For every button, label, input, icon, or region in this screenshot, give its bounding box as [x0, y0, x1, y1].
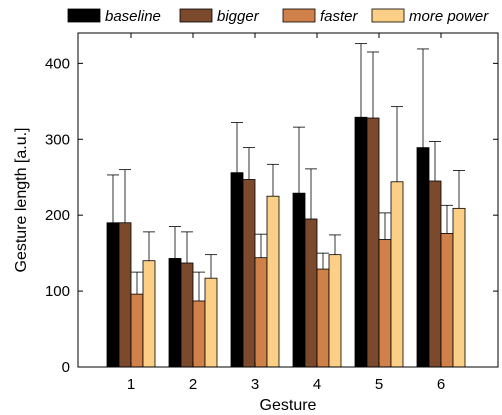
bar-faster-gesture-1 — [130, 293, 144, 368]
error-bar-more-power-gesture-6 — [453, 169, 465, 209]
plot-frame — [77, 32, 499, 368]
legend-item-baseline: baseline — [67, 8, 161, 25]
legend-label-faster: faster — [320, 8, 359, 25]
legend-label-more-power: more power — [409, 8, 489, 25]
bar-more-power-gesture-2 — [204, 277, 218, 368]
legend-item-faster: faster — [282, 8, 359, 25]
error-bar-more-power-gesture-5 — [391, 106, 403, 182]
bar-more-power-gesture-6 — [452, 207, 466, 368]
error-bar-faster-gesture-2 — [193, 271, 205, 301]
bar-bigger-gesture-1 — [118, 222, 132, 368]
error-bars — [107, 43, 465, 301]
legend-swatch-more-power — [371, 8, 405, 23]
y-tick-label-400: 400 — [45, 55, 70, 72]
x-tick-label-1: 1 — [127, 376, 135, 393]
x-tick-label-2: 2 — [189, 376, 197, 393]
bar-baseline-gesture-3 — [230, 172, 244, 368]
bar-baseline-gesture-6 — [416, 147, 430, 368]
y-tick-label-300: 300 — [45, 131, 70, 148]
y-axis-label: Gesture length [a.u.] — [13, 128, 30, 273]
bar-baseline-gesture-5 — [354, 116, 368, 368]
legend-item-more-power: more power — [371, 8, 489, 25]
x-tick-label-6: 6 — [437, 376, 445, 393]
legend-item-bigger: bigger — [179, 8, 260, 25]
bar-more-power-gesture-1 — [142, 260, 156, 368]
error-bar-bigger-gesture-5 — [367, 51, 379, 119]
y-tick-label-100: 100 — [45, 283, 70, 300]
error-bar-faster-gesture-1 — [131, 271, 143, 295]
x-tick-label-5: 5 — [375, 376, 383, 393]
error-bar-bigger-gesture-6 — [429, 141, 441, 182]
error-bar-baseline-gesture-5 — [355, 43, 367, 118]
bar-more-power-gesture-5 — [390, 181, 404, 368]
y-tick-label-200: 200 — [45, 207, 70, 224]
error-bar-bigger-gesture-2 — [181, 231, 193, 264]
bar-bigger-gesture-2 — [180, 262, 194, 368]
bar-baseline-gesture-2 — [168, 258, 182, 368]
bars — [106, 116, 466, 368]
bar-faster-gesture-6 — [440, 232, 454, 368]
bar-bigger-gesture-5 — [366, 117, 380, 368]
x-axis-label: Gesture — [260, 397, 317, 414]
bar-faster-gesture-4 — [316, 268, 330, 368]
error-bar-faster-gesture-6 — [441, 204, 453, 234]
bar-more-power-gesture-3 — [266, 195, 280, 368]
bar-baseline-gesture-1 — [106, 222, 120, 368]
bar-bigger-gesture-3 — [242, 179, 256, 368]
error-bar-more-power-gesture-1 — [143, 231, 155, 261]
legend-swatch-baseline — [67, 8, 101, 23]
legend-swatch-faster — [282, 8, 316, 23]
error-bar-bigger-gesture-4 — [305, 168, 317, 219]
x-tick-label-4: 4 — [313, 376, 321, 393]
error-bar-more-power-gesture-2 — [205, 254, 217, 279]
y-axis: 0 100 200 300 400 — [45, 55, 498, 376]
legend-label-bigger: bigger — [217, 8, 260, 25]
error-bar-faster-gesture-5 — [379, 212, 391, 240]
error-bar-more-power-gesture-4 — [329, 234, 341, 255]
x-tick-label-3: 3 — [251, 376, 259, 393]
bar-faster-gesture-5 — [378, 239, 392, 368]
bar-bigger-gesture-4 — [304, 218, 318, 368]
y-tick-label-0: 0 — [62, 359, 70, 376]
error-bar-bigger-gesture-3 — [243, 147, 255, 180]
error-bar-bigger-gesture-1 — [119, 169, 131, 223]
error-bar-baseline-gesture-4 — [293, 126, 305, 194]
bar-faster-gesture-2 — [192, 300, 206, 368]
legend: baseline bigger faster more power — [67, 8, 489, 25]
error-bar-faster-gesture-3 — [255, 233, 267, 258]
error-bar-more-power-gesture-3 — [267, 163, 279, 197]
legend-swatch-bigger — [179, 8, 213, 23]
error-bar-baseline-gesture-3 — [231, 122, 243, 173]
error-bar-baseline-gesture-6 — [417, 48, 429, 148]
bar-bigger-gesture-6 — [428, 180, 442, 368]
error-bar-baseline-gesture-2 — [169, 226, 181, 259]
legend-label-baseline: baseline — [105, 8, 161, 25]
bar-baseline-gesture-4 — [292, 192, 306, 368]
error-bar-baseline-gesture-1 — [107, 174, 119, 223]
error-bar-faster-gesture-4 — [317, 252, 329, 270]
x-axis: 1 2 3 4 5 6 — [127, 33, 445, 393]
bar-faster-gesture-3 — [254, 257, 268, 368]
bar-more-power-gesture-4 — [328, 254, 342, 368]
